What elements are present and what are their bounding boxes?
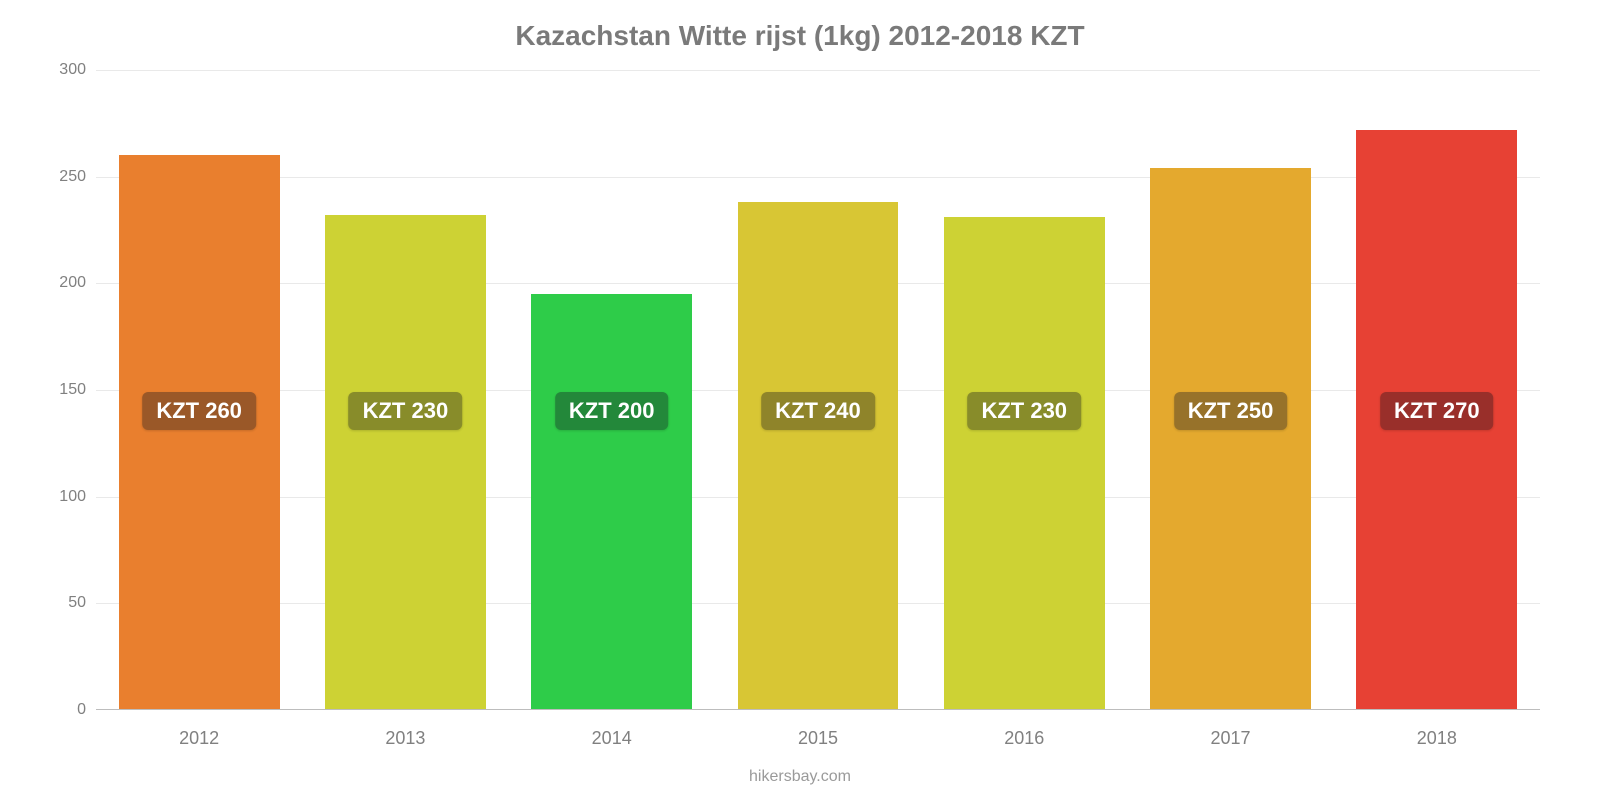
- x-tick-label: 2016: [921, 728, 1127, 749]
- chart-title: Kazachstan Witte rijst (1kg) 2012-2018 K…: [40, 20, 1560, 52]
- y-tick-label: 100: [59, 488, 96, 506]
- bar-value-label: KZT 240: [761, 392, 875, 430]
- bars-layer: KZT 260 KZT 230 KZT 200 KZT 240 KZT 230 KZT 2…: [96, 70, 1540, 710]
- bar-slot: KZT 250: [1127, 70, 1333, 710]
- x-axis-baseline: [96, 709, 1540, 710]
- bar: KZT 230: [944, 217, 1105, 710]
- bar-value-label: KZT 230: [349, 392, 463, 430]
- bar-value-label: KZT 260: [142, 392, 256, 430]
- chart-container: Kazachstan Witte rijst (1kg) 2012-2018 K…: [0, 0, 1600, 800]
- bar-value-label: KZT 230: [967, 392, 1081, 430]
- bar: KZT 260: [119, 155, 280, 710]
- bar-slot: KZT 270: [1334, 70, 1540, 710]
- x-tick-label: 2018: [1334, 728, 1540, 749]
- x-tick-label: 2015: [715, 728, 921, 749]
- bar: KZT 270: [1356, 130, 1517, 710]
- plot-area: 050100150200250300 KZT 260KZT 230KZT 200…: [96, 70, 1540, 710]
- x-tick-label: 2013: [302, 728, 508, 749]
- y-tick-label: 200: [59, 274, 96, 292]
- bar: KZT 240: [738, 202, 899, 710]
- bar-slot: KZT 230: [302, 70, 508, 710]
- x-tick-label: 2017: [1127, 728, 1333, 749]
- y-tick-label: 150: [59, 381, 96, 399]
- bar: KZT 250: [1150, 168, 1311, 710]
- bar-value-label: KZT 250: [1174, 392, 1288, 430]
- bar-value-label: KZT 270: [1380, 392, 1494, 430]
- y-tick-label: 50: [68, 594, 96, 612]
- attribution-text: hikersbay.com: [0, 768, 1600, 786]
- bar-slot: KZT 200: [509, 70, 715, 710]
- bar: KZT 200: [531, 294, 692, 710]
- y-tick-label: 300: [59, 61, 96, 79]
- bar-slot: KZT 240: [715, 70, 921, 710]
- bar: KZT 230: [325, 215, 486, 710]
- x-tick-label: 2012: [96, 728, 302, 749]
- x-axis-labels: 2012201320142015201620172018: [96, 728, 1540, 749]
- bar-slot: KZT 260: [96, 70, 302, 710]
- y-tick-label: 0: [77, 701, 96, 719]
- y-tick-label: 250: [59, 168, 96, 186]
- bar-value-label: KZT 200: [555, 392, 669, 430]
- bar-slot: KZT 230: [921, 70, 1127, 710]
- x-tick-label: 2014: [509, 728, 715, 749]
